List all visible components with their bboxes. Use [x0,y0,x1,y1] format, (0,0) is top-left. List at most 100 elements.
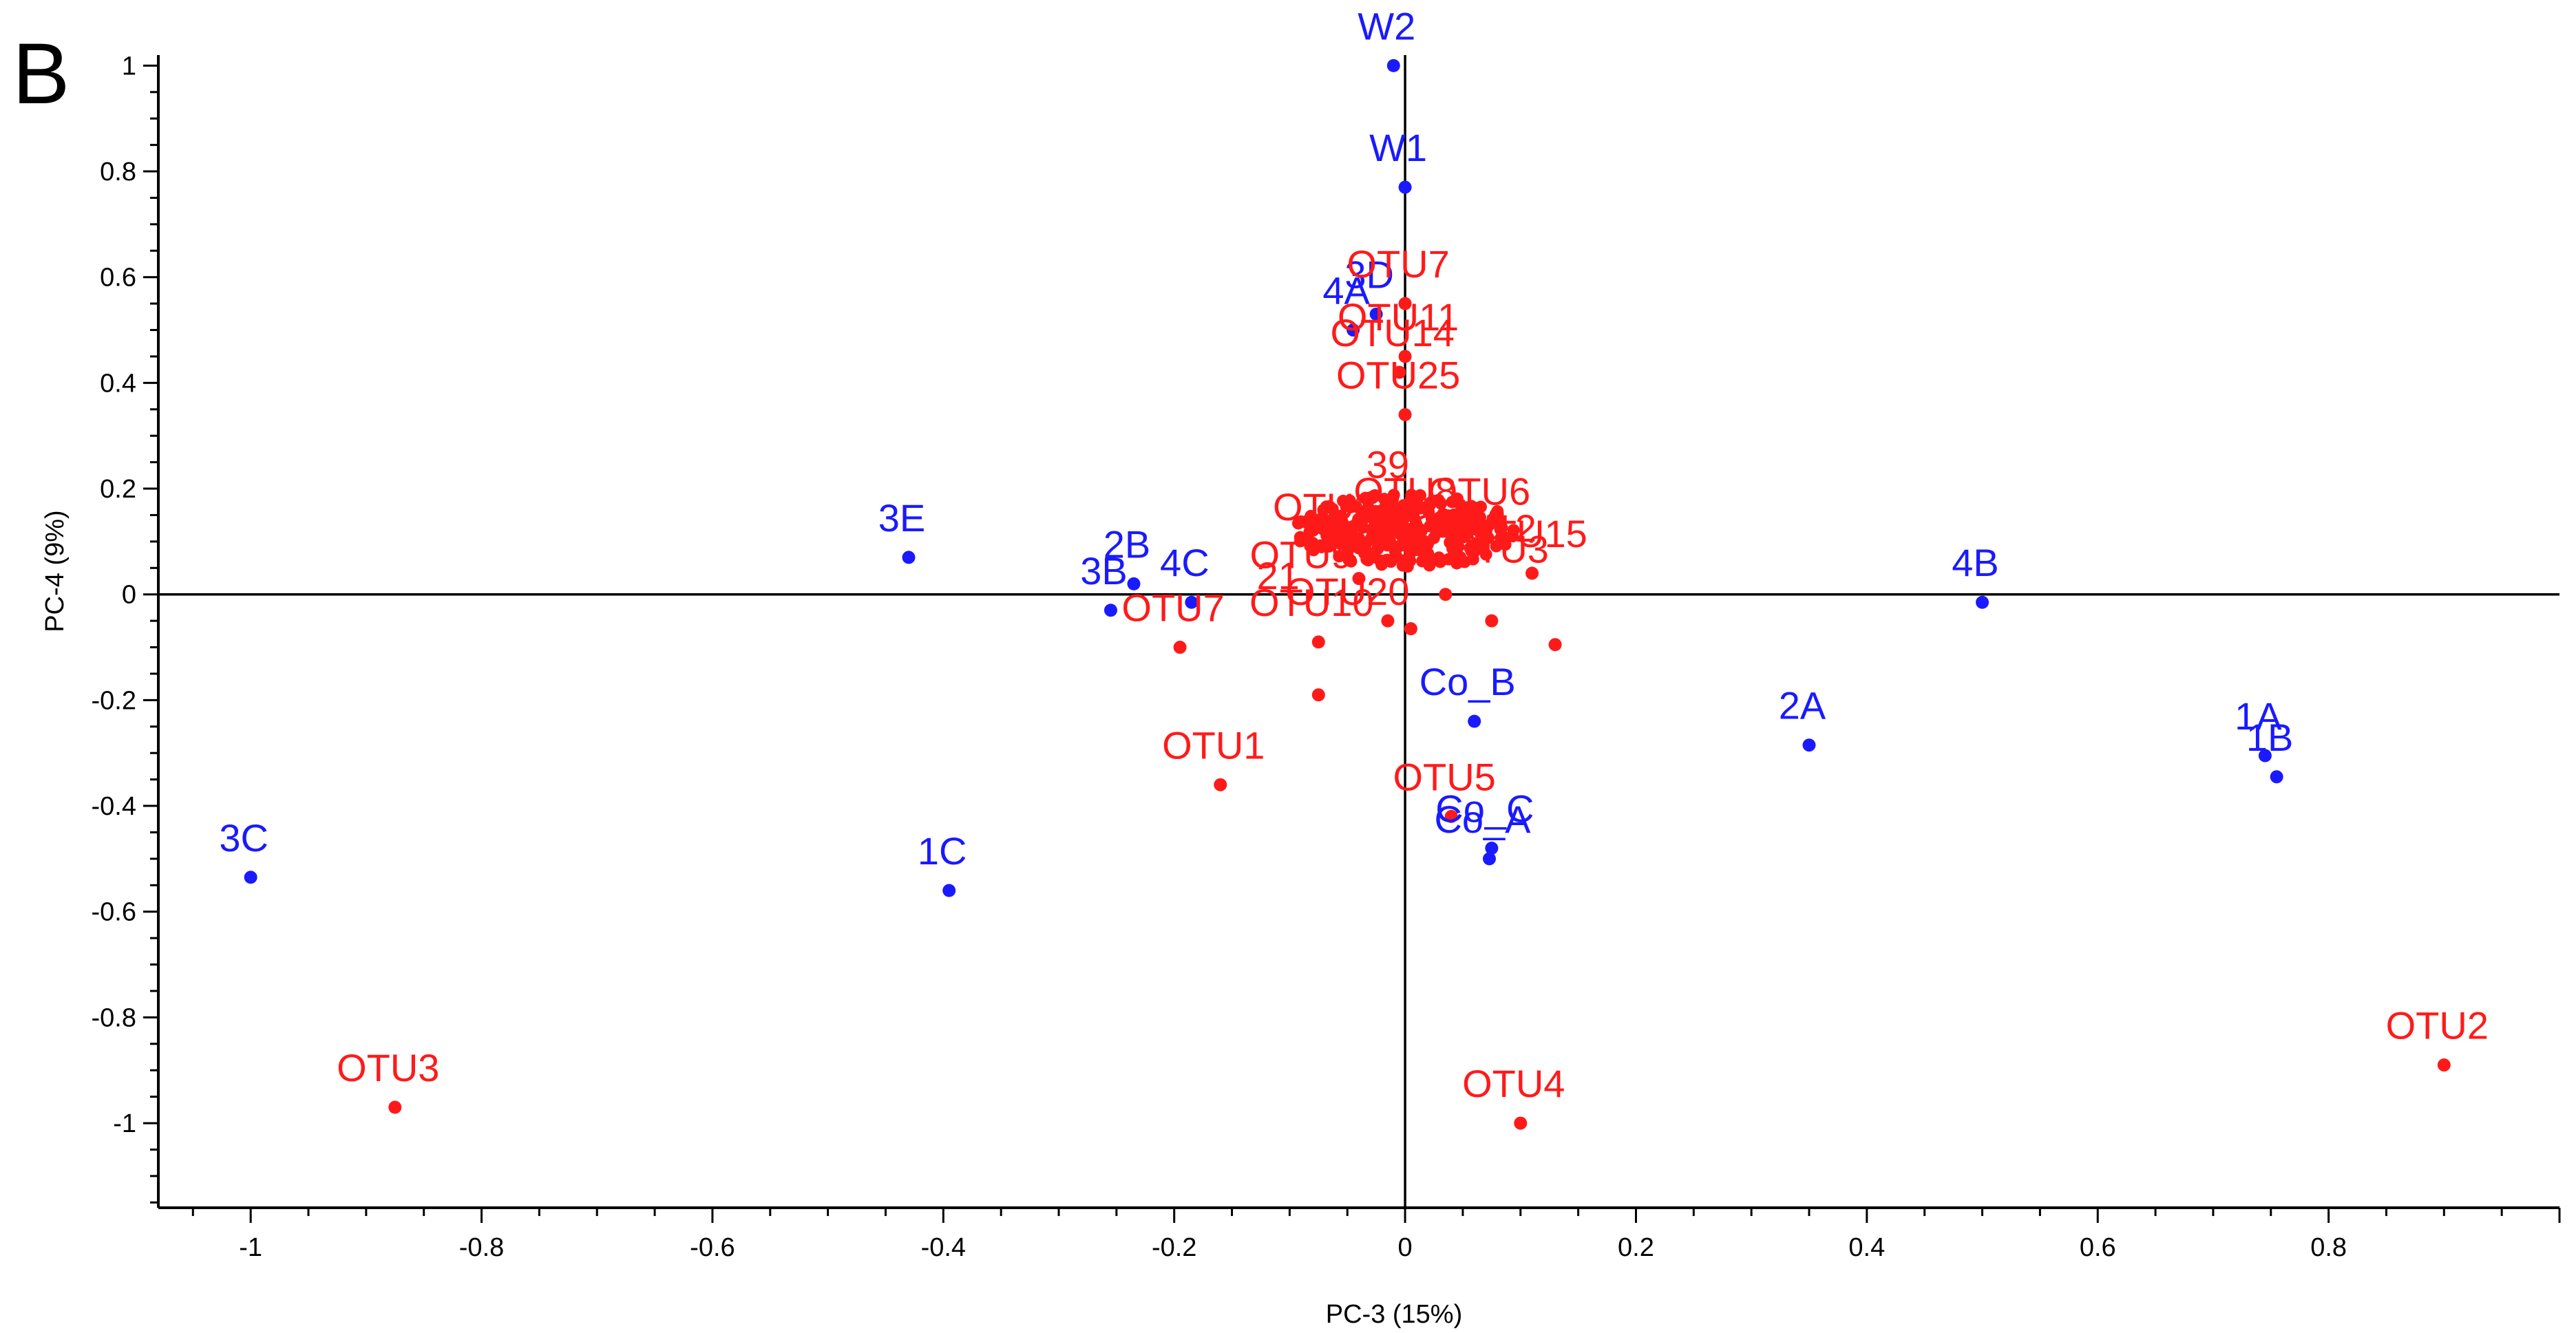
otu-cluster-point [1335,509,1348,522]
data-point [1386,58,1400,72]
point-label: 3B [1080,549,1128,593]
data-point [1311,688,1325,702]
data-point [1468,714,1481,728]
otu-cluster-point [1317,504,1330,517]
x-tick-label: -0.8 [459,1233,504,1262]
data-point [902,551,916,564]
data-point [1381,614,1395,628]
y-tick-label: -0.8 [92,1003,136,1032]
otu-cluster-point [1324,533,1338,546]
x-tick-label: -0.6 [690,1233,735,1262]
data-point [1404,622,1417,636]
otu-cluster-point [1326,502,1339,515]
otu-cluster-point [1446,495,1459,509]
x-tick-label: -0.2 [1152,1233,1196,1262]
otu-cluster-point [1389,512,1402,525]
data-point [1802,738,1816,752]
data-points [244,58,2451,1130]
data-point [1398,297,1412,310]
otu-cluster-point [1342,553,1355,566]
data-point [2437,1058,2451,1072]
data-point [1485,842,1499,855]
otu-cluster-point [1407,511,1420,524]
point-label: 3D [1344,253,1394,296]
otu-cluster-point [1394,539,1407,552]
cluster-label: OTU9 [1249,533,1352,576]
otu-cluster-point [1466,539,1479,552]
y-tick-label: 1 [122,52,136,81]
y-tick-label: 0.4 [100,369,136,398]
otu-cluster-point [1303,526,1316,539]
cluster-label: OTU2 [1273,485,1375,529]
point-label: Co_C [1435,787,1534,831]
point-label: 4A [1322,269,1370,312]
x-tick-label: 0 [1398,1233,1413,1262]
x-axis-title: PC-3 (15%) [1326,1300,1463,1329]
otu-cluster-point [1344,500,1358,513]
data-point [2270,770,2283,784]
data-point [1185,595,1199,609]
data-point [388,1100,402,1114]
data-point [1525,566,1539,580]
axes-frame [157,55,2559,1209]
point-label: OTU3 [337,1046,439,1089]
point-label: W1 [1369,126,1427,169]
otu-cluster-point [1294,531,1307,544]
otu-cluster-point [1414,489,1427,502]
point-label: W2 [1358,4,1415,47]
point-label: OTU7 [1347,242,1449,286]
otu-cluster-point [1393,526,1406,539]
point-label: OTU5 [1393,755,1495,798]
y-tick-label: -0.6 [92,898,136,927]
data-point [1347,323,1360,337]
y-tick-label: 0.8 [100,158,136,186]
point-label: 1A [2235,694,2282,738]
point-label: OTU25 [1336,353,1461,396]
otu-cluster-point [1456,531,1469,544]
data-point [1548,638,1562,652]
otu-cluster-point [1433,514,1446,527]
otu-cluster-point [1359,491,1372,504]
otu-cluster-point [1384,535,1397,548]
point-label: OTU11 [1338,295,1459,339]
otu-cluster-point [1314,539,1327,552]
data-point [1104,604,1117,617]
data-point [1479,524,1492,538]
x-tick-label: 0.6 [2080,1233,2116,1262]
data-point [1173,641,1187,654]
y-tick-label: -1 [113,1109,136,1138]
point-label: 4B [1952,541,1999,584]
x-axis-ticks: -1 -0.8 -0.6 -0.4 -0.2 0 0.2 0.4 0.6 0.8 [191,1208,2561,1262]
data-point [1393,365,1406,379]
point-label: OTU15 [1463,512,1587,555]
y-axis-title: PC-4 (9%) [41,510,70,632]
x-tick-label: 0.8 [2310,1233,2347,1262]
data-point [2258,749,2272,763]
y-axis-ticks: 1 0.8 0.6 0.4 0.2 0 -0.2 -0.4 -0.6 -0.8 -1 [92,52,158,1204]
otu-cluster-point [1366,551,1379,564]
y-tick-label: 0.2 [100,475,136,504]
data-point [1976,595,1989,609]
x-tick-label: -1 [239,1233,262,1262]
otu-cluster-point [1446,542,1459,555]
otu-cluster-point [1305,509,1318,522]
point-label: 3C [219,816,268,860]
cluster-label: OTU8 [1353,469,1456,513]
y-tick-label: 0.6 [100,264,136,292]
otu-cluster-point [1396,559,1409,572]
cluster-label: OTU20 [1285,570,1410,613]
otu-cluster-point [1343,532,1356,545]
x-tick-label: 0.2 [1618,1233,1654,1262]
data-point [1398,180,1412,194]
otu-cluster-point [1320,520,1333,533]
data-point [1439,588,1453,601]
otu-cluster-point [1400,499,1413,512]
otu-cluster-point [1355,506,1369,519]
x-tick-label: -0.4 [921,1233,966,1262]
otu-cluster-point [1353,542,1366,555]
x-tick-label: 0.4 [1848,1233,1885,1262]
point-label: OTU4 [1462,1062,1565,1105]
cluster-label: OTU12 [1412,506,1537,550]
